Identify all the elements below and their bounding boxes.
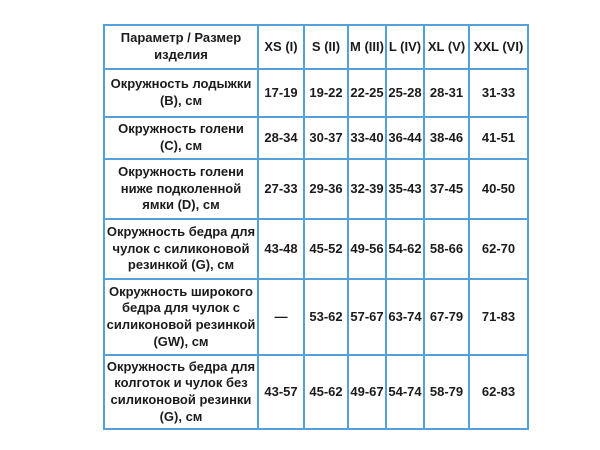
row-label-cell: Окружность бедра для колготок и чулок бе…	[103, 354, 259, 430]
value-cell: 36-44	[385, 116, 425, 160]
value-cell: 49-67	[347, 354, 387, 430]
table-row-thigh-silicone: Окружность бедра для чулок с силиконовой…	[103, 218, 529, 280]
table-row-below-knee: Окружность голени ниже подколенной ямки …	[103, 158, 529, 220]
header-cell-size-xxl: XXL (VI)	[468, 24, 529, 70]
row-label-cell: Окружность лодыжки (B), см	[103, 68, 259, 118]
header-cell-size-xl: XL (V)	[423, 24, 470, 70]
value-cell: 57-67	[347, 278, 387, 356]
value-cell: 62-83	[468, 354, 529, 430]
value-cell: 58-79	[423, 354, 470, 430]
value-cell: 53-62	[303, 278, 349, 356]
value-cell: 31-33	[468, 68, 529, 118]
header-cell-parameter: Параметр / Размер изделия	[103, 24, 259, 70]
row-label-cell: Окружность голени ниже подколенной ямки …	[103, 158, 259, 220]
value-cell: 71-83	[468, 278, 529, 356]
value-cell: 32-39	[347, 158, 387, 220]
table-row-wide-thigh-silicone: Окружность широкого бедра для чулок с си…	[103, 278, 529, 356]
header-cell-size-m: M (III)	[347, 24, 387, 70]
value-cell: 19-22	[303, 68, 349, 118]
row-label-cell: Окружность голени (C), см	[103, 116, 259, 160]
header-cell-size-s: S (II)	[303, 24, 349, 70]
table-row-ankle: Окружность лодыжки (B), см 17-19 19-22 2…	[103, 68, 529, 118]
value-cell: 30-37	[303, 116, 349, 160]
value-cell: 28-34	[257, 116, 305, 160]
table-row-calf: Окружность голени (C), см 28-34 30-37 33…	[103, 116, 529, 160]
value-cell: 43-57	[257, 354, 305, 430]
header-cell-size-l: L (IV)	[385, 24, 425, 70]
value-cell: 38-46	[423, 116, 470, 160]
row-label-cell: Окружность широкого бедра для чулок с си…	[103, 278, 259, 356]
value-cell: 45-52	[303, 218, 349, 280]
value-cell: 43-48	[257, 218, 305, 280]
value-cell: 17-19	[257, 68, 305, 118]
value-cell: 58-66	[423, 218, 470, 280]
value-cell: 41-51	[468, 116, 529, 160]
value-cell: 29-36	[303, 158, 349, 220]
value-cell: 35-43	[385, 158, 425, 220]
value-cell: 54-62	[385, 218, 425, 280]
value-cell: 25-28	[385, 68, 425, 118]
value-cell: 49-56	[347, 218, 387, 280]
value-cell: 54-74	[385, 354, 425, 430]
value-cell: 67-79	[423, 278, 470, 356]
value-cell: 28-31	[423, 68, 470, 118]
value-cell: 62-70	[468, 218, 529, 280]
value-cell: 40-50	[468, 158, 529, 220]
header-row: Параметр / Размер изделия XS (I) S (II) …	[103, 24, 529, 70]
value-cell: 45-62	[303, 354, 349, 430]
size-chart-table: Параметр / Размер изделия XS (I) S (II) …	[103, 24, 529, 430]
value-cell: 63-74	[385, 278, 425, 356]
header-cell-size-xs: XS (I)	[257, 24, 305, 70]
row-label-cell: Окружность бедра для чулок с силиконовой…	[103, 218, 259, 280]
table-row-thigh-no-silicone: Окружность бедра для колготок и чулок бе…	[103, 354, 529, 430]
value-cell: 27-33	[257, 158, 305, 220]
value-cell: 33-40	[347, 116, 387, 160]
value-cell: 37-45	[423, 158, 470, 220]
value-cell: 22-25	[347, 68, 387, 118]
value-cell: —	[257, 278, 305, 356]
